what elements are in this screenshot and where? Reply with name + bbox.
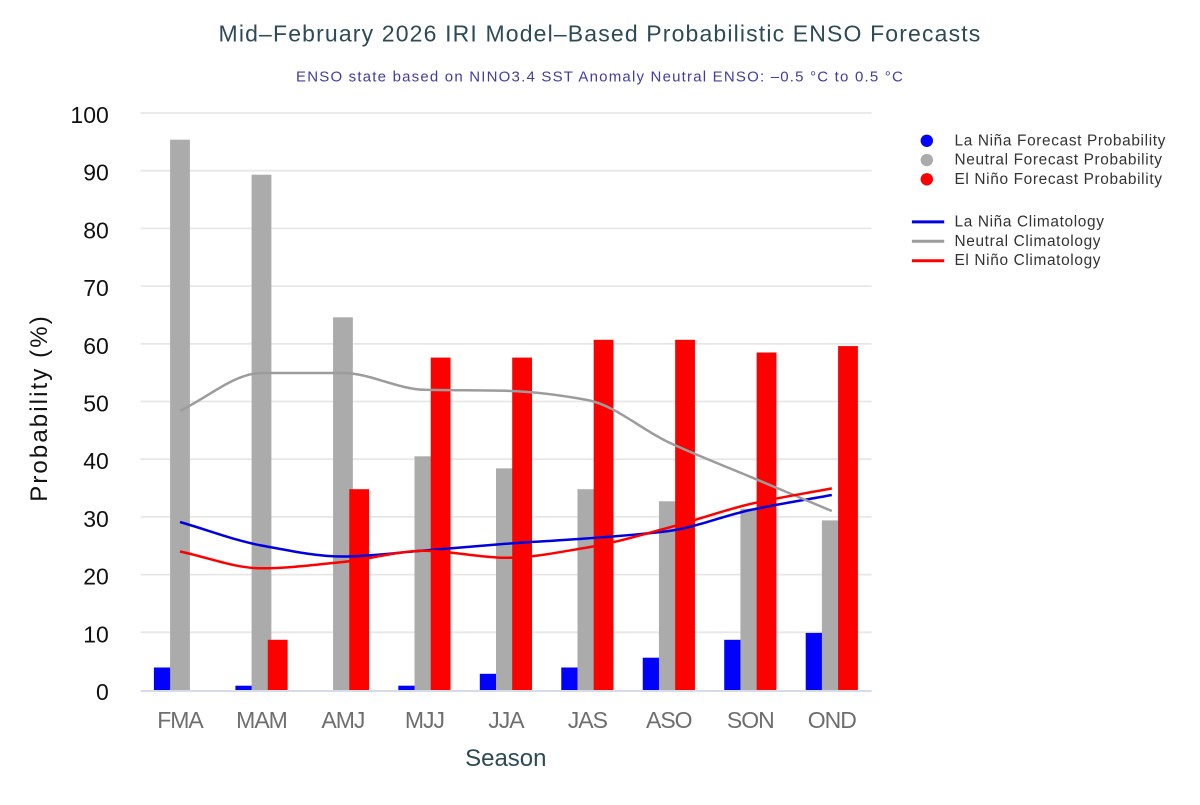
svg-text:FMA: FMA — [157, 707, 204, 733]
svg-text:AMJ: AMJ — [321, 707, 364, 733]
svg-text:La Niña Forecast Probability: La Niña Forecast Probability — [955, 132, 1167, 149]
svg-text:90: 90 — [83, 160, 109, 186]
svg-text:JAS: JAS — [568, 707, 608, 733]
svg-text:20: 20 — [83, 564, 109, 590]
svg-text:ASO: ASO — [646, 707, 692, 733]
svg-text:ENSO state based on NINO3.4 SS: ENSO state based on NINO3.4 SST Anomaly … — [296, 68, 904, 85]
svg-text:OND: OND — [808, 707, 857, 733]
svg-text:JJA: JJA — [488, 707, 525, 733]
svg-text:10: 10 — [83, 621, 109, 647]
svg-text:SON: SON — [727, 707, 774, 733]
svg-text:60: 60 — [83, 333, 109, 359]
svg-text:MJJ: MJJ — [405, 707, 444, 733]
svg-text:El Niño Climatology: El Niño Climatology — [955, 252, 1102, 269]
svg-text:MAM: MAM — [236, 707, 287, 733]
svg-text:50: 50 — [83, 391, 109, 417]
svg-text:40: 40 — [83, 448, 109, 474]
svg-text:100: 100 — [70, 102, 108, 128]
svg-text:Mid–February 2026 IRI Model–Ba: Mid–February 2026 IRI Model–Based Probab… — [219, 21, 982, 47]
svg-text:Probability (%): Probability (%) — [26, 314, 53, 502]
svg-text:70: 70 — [83, 275, 109, 301]
svg-text:Neutral Climatology: Neutral Climatology — [955, 233, 1102, 250]
svg-text:La Niña Climatology: La Niña Climatology — [955, 213, 1105, 230]
svg-text:Neutral Forecast Probability: Neutral Forecast Probability — [955, 152, 1163, 169]
svg-text:El Niño Forecast Probability: El Niño Forecast Probability — [955, 171, 1163, 188]
svg-text:30: 30 — [83, 506, 109, 532]
svg-text:80: 80 — [83, 217, 109, 243]
svg-text:Season: Season — [465, 745, 546, 772]
svg-text:0: 0 — [96, 679, 109, 705]
